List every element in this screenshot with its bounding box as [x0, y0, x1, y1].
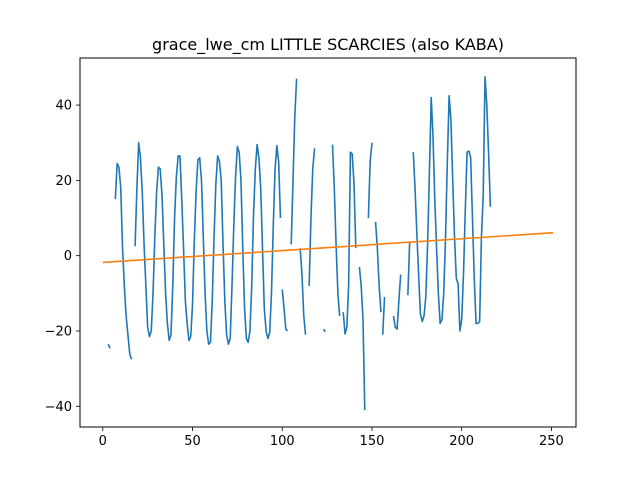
- y-tick-label: 40: [55, 99, 72, 114]
- x-tick-label: 50: [184, 434, 201, 449]
- axes-group: 0 50 100 150 200 250 −40 −20 0 20 40: [45, 99, 564, 449]
- plot-area: [80, 58, 576, 427]
- trend-line: [102, 231, 554, 264]
- y-tick-label: 20: [55, 174, 72, 189]
- plot-frame: [79, 57, 577, 428]
- x-tick-label: 200: [449, 434, 474, 449]
- series-group: [102, 76, 554, 411]
- series-line: [107, 76, 492, 411]
- y-tick-label: −20: [45, 324, 72, 339]
- x-tick-label: 250: [539, 434, 564, 449]
- x-tick-label: 100: [270, 434, 295, 449]
- y-tick-label: −40: [45, 400, 72, 415]
- chart-title: grace_lwe_cm LITTLE SCARCIES (also KABA): [152, 35, 504, 55]
- y-tick-label: 0: [64, 249, 72, 264]
- x-tick-label: 150: [360, 434, 385, 449]
- x-tick-label: 0: [99, 434, 107, 449]
